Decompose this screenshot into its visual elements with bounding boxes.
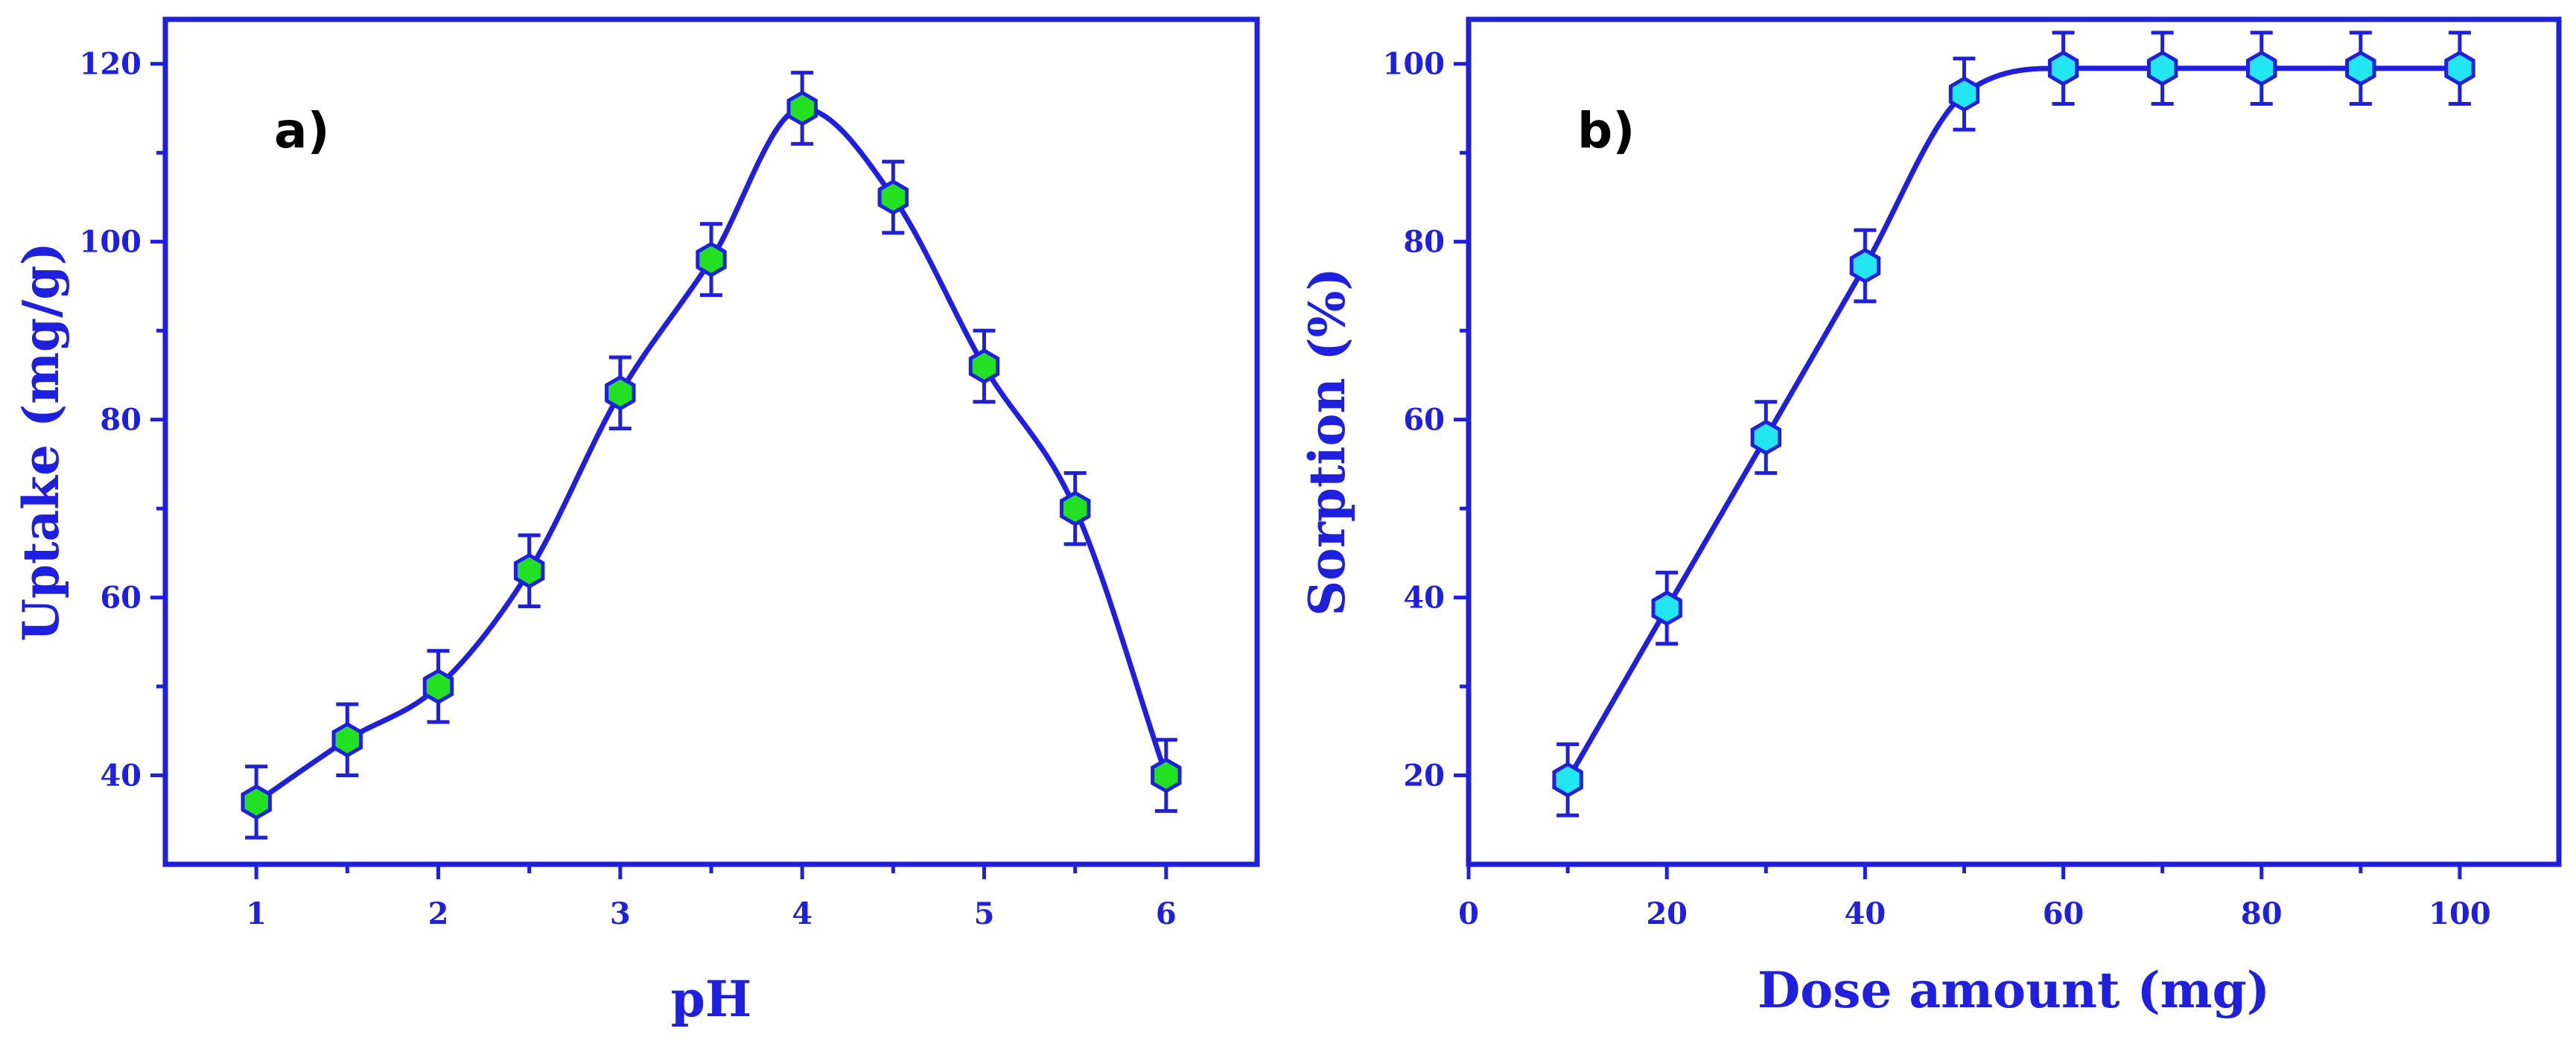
x-tick-label-b: 100 — [2429, 896, 2491, 931]
data-point-a — [786, 90, 818, 127]
y-tick-label-a: 60 — [100, 581, 141, 616]
y-tick-label-b: 60 — [1403, 403, 1445, 438]
data-point-b — [2444, 50, 2475, 86]
data-point-b — [1651, 590, 1682, 626]
x-tick-label-a: 6 — [1156, 896, 1177, 931]
x-tick-label-b: 20 — [1646, 896, 1688, 931]
data-point-b — [1552, 762, 1583, 798]
marker-layer-b — [1552, 50, 2475, 798]
x-tick-label-b: 60 — [2043, 896, 2084, 931]
data-point-b — [2345, 50, 2376, 86]
data-point-a — [331, 721, 363, 758]
y-axis-title-b: Sorption (%) — [1298, 267, 1356, 616]
data-point-a — [241, 784, 272, 820]
x-tick-label-b: 80 — [2241, 896, 2283, 931]
y-tick-label-b: 80 — [1403, 225, 1445, 260]
y-tick-layer-a: 40 60 80 100 120 — [80, 47, 165, 794]
fit-curve-a — [255, 106, 1169, 805]
x-tick-label-a: 5 — [974, 896, 995, 931]
data-point-a — [514, 552, 545, 589]
x-tick-label-b: 0 — [1458, 896, 1479, 931]
x-tick-label-a: 2 — [428, 896, 449, 931]
data-point-b — [2047, 50, 2079, 86]
data-point-a — [968, 348, 1000, 384]
y-tick-label-a: 100 — [80, 225, 142, 260]
fit-curve-layer-a — [255, 106, 1169, 805]
data-point-b — [2146, 50, 2178, 86]
y-tick-label-a: 80 — [100, 403, 141, 438]
y-axis-title-a: Uptake (mg/g) — [12, 242, 70, 641]
data-point-b — [1948, 76, 1980, 112]
x-axis-title-b: Dose amount (mg) — [1758, 961, 2270, 1019]
x-tick-label-b: 40 — [1845, 896, 1886, 931]
y-tick-label-b: 100 — [1383, 47, 1446, 82]
x-tick-label-a: 3 — [610, 896, 631, 931]
error-bar-layer-b — [1556, 31, 2471, 817]
y-tick-layer-b: 20 40 60 80 100 — [1383, 47, 1469, 794]
x-tick-label-a: 1 — [246, 896, 267, 931]
marker-layer-a — [241, 90, 1182, 820]
data-point-a — [1151, 757, 1182, 794]
data-point-a — [696, 241, 727, 278]
y-tick-label-b: 40 — [1403, 581, 1445, 616]
data-point-b — [2246, 50, 2277, 86]
y-tick-label-a: 40 — [100, 759, 141, 794]
x-tick-label-a: 4 — [792, 896, 812, 931]
x-tick-layer-b: 0 20 40 60 80 100 — [1458, 864, 2491, 931]
data-point-b — [1849, 248, 1881, 284]
plot-frame-b — [1466, 16, 2562, 867]
x-axis-title-a: pH — [671, 970, 752, 1028]
fit-curve-layer-b — [1565, 66, 2460, 782]
data-point-a — [605, 374, 636, 411]
data-point-a — [422, 669, 454, 704]
fit-curve-b — [1565, 66, 2460, 782]
data-point-a — [877, 179, 909, 215]
chart-panel-b: 0 20 40 60 80 100 20 40 60 80 100 b) Dose amount … — [1298, 16, 2562, 1019]
y-tick-label-a: 120 — [80, 47, 142, 82]
data-point-b — [1750, 419, 1781, 456]
y-tick-label-b: 20 — [1403, 759, 1445, 794]
data-point-a — [1060, 491, 1091, 526]
panel-label-b: b) — [1577, 102, 1635, 159]
chart-panel-a: 1 2 3 4 5 6 40 60 80 100 120 a) pH Uptake (mg/g) — [12, 16, 1260, 1028]
x-tick-layer-a: 1 2 3 4 5 6 — [246, 864, 1177, 931]
panel-label-a: a) — [274, 102, 330, 159]
